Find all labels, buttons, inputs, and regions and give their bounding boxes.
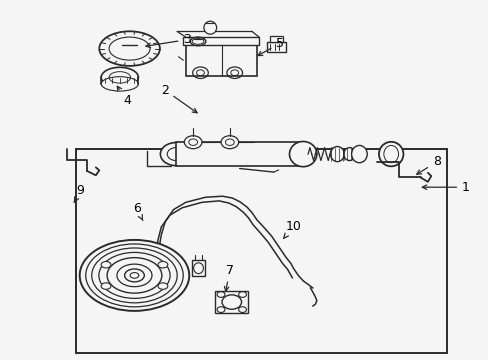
Ellipse shape [107,258,162,293]
Bar [183,37,259,45]
Text: 10: 10 [283,220,301,238]
Ellipse shape [101,261,111,268]
Text: 2: 2 [161,84,197,113]
Ellipse shape [158,261,167,268]
Ellipse shape [184,136,202,149]
Ellipse shape [85,244,183,307]
Bar [266,42,285,52]
Text: 9: 9 [74,184,84,203]
Text: 7: 7 [224,264,233,291]
Ellipse shape [101,67,138,87]
Ellipse shape [289,141,316,167]
Text: 1: 1 [422,181,469,194]
Ellipse shape [160,143,191,166]
Text: 6: 6 [133,202,142,221]
Ellipse shape [158,283,167,289]
Ellipse shape [351,145,366,163]
Bar [270,36,282,42]
Ellipse shape [330,147,344,162]
Ellipse shape [92,248,177,303]
Ellipse shape [343,148,355,161]
Ellipse shape [124,269,144,282]
Bar [176,142,303,166]
Bar [191,260,205,276]
Ellipse shape [101,283,111,289]
Ellipse shape [221,136,238,149]
Ellipse shape [117,264,152,287]
Ellipse shape [99,31,160,66]
Ellipse shape [101,77,138,91]
Text: 4: 4 [117,86,131,107]
Ellipse shape [378,142,403,166]
Ellipse shape [80,240,189,311]
Text: 8: 8 [416,156,440,174]
Text: 5: 5 [257,37,284,55]
Text: 3: 3 [145,33,191,48]
Bar [185,45,256,76]
Ellipse shape [99,252,170,298]
Ellipse shape [203,21,216,34]
Bar [215,291,248,313]
Bar [76,149,447,353]
Ellipse shape [109,37,150,60]
